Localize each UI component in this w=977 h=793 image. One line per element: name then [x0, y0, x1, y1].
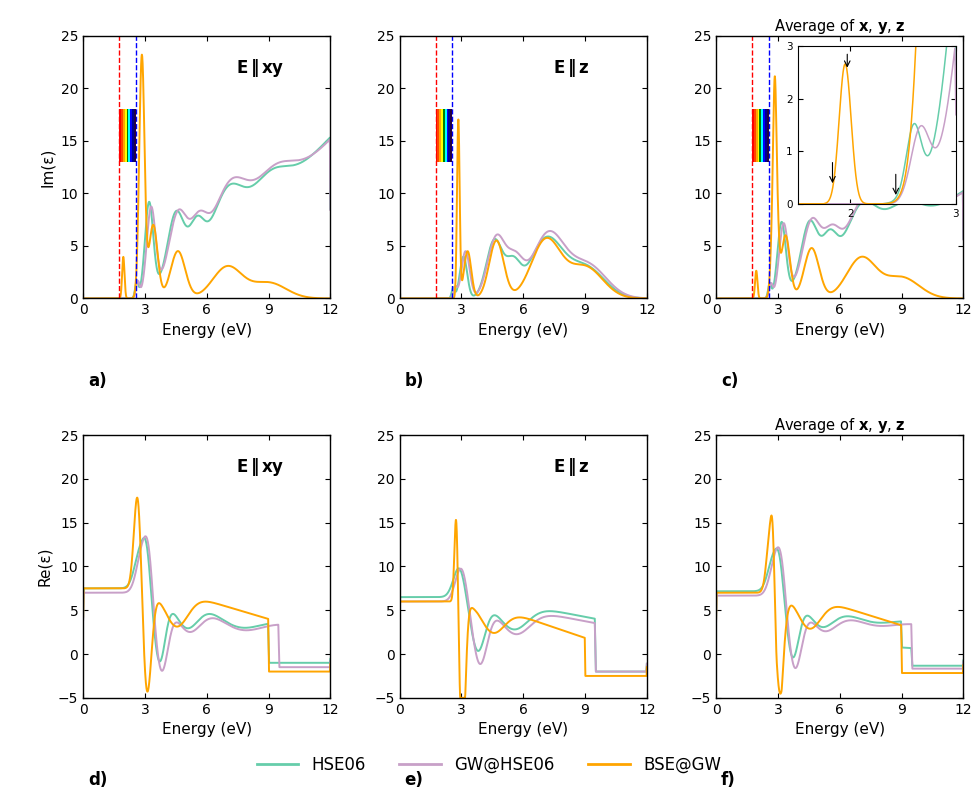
Text: c): c) [720, 372, 738, 390]
Text: a): a) [88, 372, 106, 390]
Text: $\mathbf{E \,\|\, xy}$: $\mathbf{E \,\|\, xy}$ [236, 57, 284, 79]
X-axis label: Energy (eV): Energy (eV) [794, 323, 884, 338]
Y-axis label: Re(ε): Re(ε) [37, 546, 53, 586]
Text: f): f) [720, 772, 735, 789]
Text: d): d) [88, 772, 107, 789]
Text: $\mathbf{E \,\|\, xy}$: $\mathbf{E \,\|\, xy}$ [236, 456, 284, 478]
Title: Average of $\mathbf{x}$, $\mathbf{y}$, $\mathbf{z}$: Average of $\mathbf{x}$, $\mathbf{y}$, $… [773, 416, 905, 435]
Y-axis label: Im(ε): Im(ε) [40, 147, 55, 187]
X-axis label: Energy (eV): Energy (eV) [478, 722, 568, 737]
X-axis label: Energy (eV): Energy (eV) [161, 722, 251, 737]
X-axis label: Energy (eV): Energy (eV) [161, 323, 251, 338]
X-axis label: Energy (eV): Energy (eV) [478, 323, 568, 338]
Text: e): e) [404, 772, 423, 789]
Text: $\mathbf{E \,\|\, z}$: $\mathbf{E \,\|\, z}$ [552, 456, 588, 478]
Text: $\mathbf{E \,\|\, z}$: $\mathbf{E \,\|\, z}$ [552, 57, 588, 79]
Legend: HSE06, GW@HSE06, BSE@GW: HSE06, GW@HSE06, BSE@GW [250, 749, 727, 780]
X-axis label: Energy (eV): Energy (eV) [794, 722, 884, 737]
Text: b): b) [404, 372, 423, 390]
Title: Average of $\mathbf{x}$, $\mathbf{y}$, $\mathbf{z}$: Average of $\mathbf{x}$, $\mathbf{y}$, $… [773, 17, 905, 36]
